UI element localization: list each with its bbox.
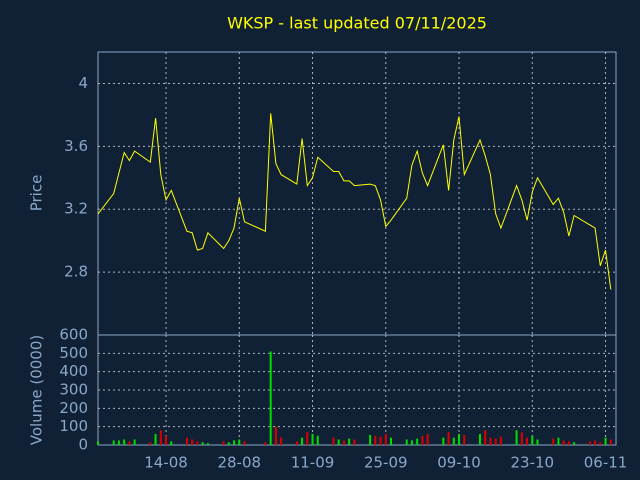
volume-bar [243, 441, 246, 445]
volume-bar [463, 434, 466, 445]
volume-bar [369, 434, 372, 445]
volume-bar [154, 434, 157, 445]
volume-bar [390, 437, 393, 445]
x-tick-label: 25-09 [364, 454, 408, 472]
volume-bar [515, 430, 518, 445]
x-tick-label: 23-10 [510, 454, 554, 472]
volume-bar [594, 440, 597, 445]
volume-bar [280, 437, 283, 445]
volume-bar [494, 438, 497, 445]
y-axis-label: Volume (0000) [28, 335, 46, 445]
x-tick-label: 28-08 [217, 454, 261, 472]
volume-bar [458, 434, 461, 445]
volume-bar [379, 436, 382, 445]
price-line [97, 113, 612, 290]
volume-bar [159, 430, 162, 445]
chart-title: WKSP - last updated 07/11/2025 [227, 14, 487, 33]
y-axis-label: Price [28, 175, 46, 212]
volume-bar [489, 437, 492, 445]
volume-bar [342, 440, 345, 445]
volume-bar [227, 442, 230, 445]
volume-bar [133, 439, 136, 445]
volume-bar [557, 437, 560, 445]
volume-bar [599, 442, 602, 445]
y-tick-label: 400 [59, 362, 88, 380]
y-tick-label: 2.8 [64, 263, 88, 281]
volume-bar [520, 432, 523, 445]
volume-bar [185, 437, 188, 445]
volume-bar [337, 439, 340, 445]
volume-bar [123, 439, 126, 445]
volume-bar [588, 441, 591, 445]
volume-bar [552, 438, 555, 445]
volume-bar [311, 434, 314, 445]
volume-bar [499, 436, 502, 445]
volume-bar [447, 432, 450, 445]
y-tick-label: 100 [59, 417, 88, 435]
volume-bar [332, 437, 335, 445]
volume-bar [536, 439, 539, 445]
volume-bar [316, 435, 319, 445]
volume-bar [306, 432, 309, 445]
x-tick-label: 06-11 [584, 454, 628, 472]
volume-bar [348, 438, 351, 445]
x-tick-label: 09-10 [437, 454, 481, 472]
volume-bar [410, 440, 413, 445]
volume-bar [442, 437, 445, 445]
volume-bar [562, 440, 565, 445]
volume-bar [405, 439, 408, 445]
x-tick-label: 14-08 [144, 454, 188, 472]
y-tick-label: 3.6 [64, 137, 88, 155]
volume-bar [353, 439, 356, 445]
volume-bar [128, 441, 131, 445]
volume-bar [117, 440, 120, 445]
y-tick-label: 300 [59, 381, 88, 399]
y-tick-label: 4 [78, 74, 88, 92]
volume-bar [264, 442, 267, 445]
volume-bar [295, 441, 298, 445]
volume-bar [149, 442, 152, 445]
x-tick-label: 11-09 [291, 454, 335, 472]
volume-bar [567, 441, 570, 445]
volume-bar [452, 437, 455, 445]
volume-bar [531, 435, 534, 445]
y-tick-label: 0 [78, 436, 88, 454]
y-tick-label: 500 [59, 344, 88, 362]
volume-bar [191, 439, 194, 445]
volume-bar [604, 437, 607, 445]
y-tick-label: 600 [59, 326, 88, 344]
volume-bar [112, 440, 115, 445]
volume-bar [170, 441, 173, 445]
volume-bar [206, 443, 209, 445]
volume-bar [196, 441, 199, 445]
volume-bar [374, 435, 377, 445]
volume-bar [222, 441, 225, 445]
y-tick-label: 3.2 [64, 200, 88, 218]
volume-bar [478, 434, 481, 445]
volume-bar [609, 439, 612, 445]
y-tick-label: 200 [59, 399, 88, 417]
volume-bar [426, 434, 429, 445]
volume-bar [421, 435, 424, 445]
volume-bar [301, 437, 304, 445]
volume-bar [416, 438, 419, 445]
volume-bar [97, 441, 99, 445]
volume-bar [165, 435, 168, 445]
volume-bar [484, 430, 487, 445]
volume-bar [269, 351, 272, 445]
volume-bar [238, 439, 241, 445]
volume-bar [274, 426, 277, 445]
volume-bar [384, 434, 387, 445]
volume-bar [201, 442, 204, 445]
volume-bar [526, 437, 529, 445]
volume-bar [233, 440, 236, 445]
volume-bar [573, 442, 576, 445]
price-panel-frame [97, 51, 617, 336]
